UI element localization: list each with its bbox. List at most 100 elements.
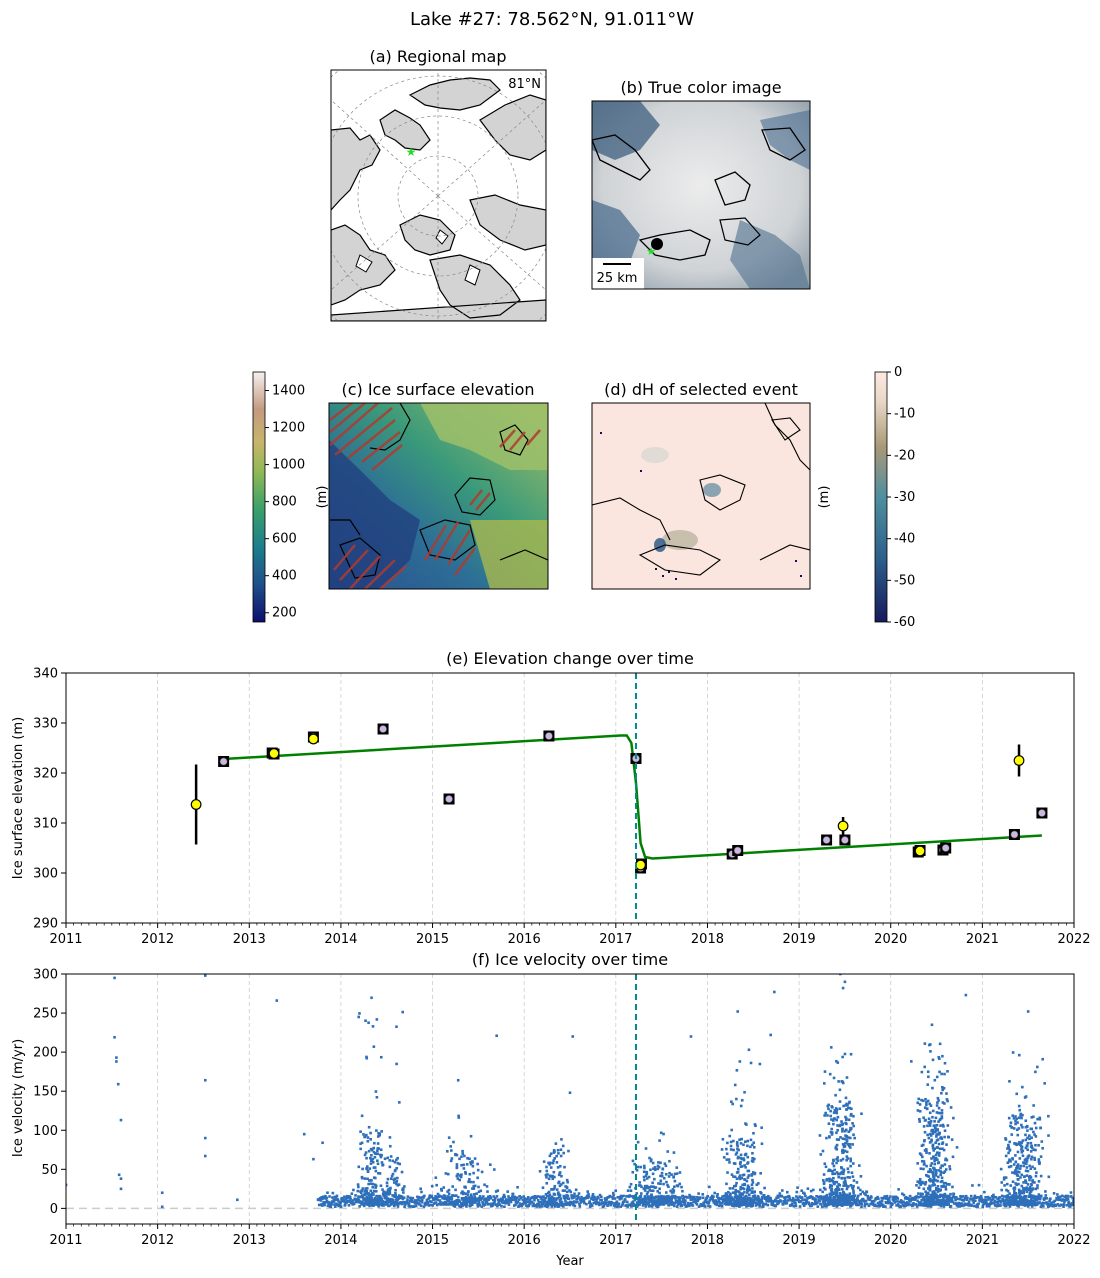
velocity-point [1013, 1170, 1017, 1174]
velocity-point [733, 1083, 737, 1087]
velocity-point [826, 1114, 829, 1117]
velocity-point [372, 1176, 376, 1179]
velocity-point [320, 1195, 324, 1199]
velocity-point [949, 1192, 952, 1196]
velocity-point [933, 1162, 937, 1166]
velocity-point [928, 1152, 931, 1155]
velocity-point [931, 1086, 934, 1090]
velocity-point [491, 1202, 494, 1206]
y-tick-label: 290 [33, 917, 58, 932]
y-tick-label: 330 [33, 717, 58, 732]
velocity-point [852, 1196, 856, 1200]
velocity-point [471, 1161, 474, 1164]
velocity-point [369, 1162, 373, 1165]
velocity-point [1020, 1146, 1024, 1149]
velocity-point [876, 1201, 880, 1205]
velocity-point [755, 1198, 759, 1202]
velocity-point [1043, 1201, 1047, 1205]
velocity-point [1058, 1204, 1061, 1207]
velocity-point [511, 1192, 515, 1196]
velocity-point [557, 1152, 560, 1155]
velocity-point [411, 1196, 415, 1200]
velocity-point [548, 1195, 551, 1198]
velocity-point [519, 1196, 523, 1200]
velocity-point [923, 1119, 927, 1122]
velocity-point [994, 1204, 997, 1207]
velocity-point [1016, 1150, 1020, 1154]
velocity-point [532, 1196, 536, 1200]
velocity-point [657, 1203, 660, 1206]
velocity-point [741, 1186, 744, 1190]
velocity-point [408, 1205, 411, 1208]
velocity-point [818, 1188, 822, 1192]
velocity-point [948, 1200, 952, 1203]
velocity-point [456, 1172, 460, 1176]
velocity-point [701, 1196, 705, 1200]
velocity-point [1012, 1117, 1016, 1120]
velocity-point [393, 1177, 397, 1181]
velocity-point [725, 1152, 729, 1156]
velocity-point [645, 1177, 649, 1180]
velocity-point [365, 1055, 368, 1059]
velocity-point [856, 1186, 860, 1190]
velocity-point [570, 1194, 573, 1197]
velocity-point [930, 1023, 934, 1027]
velocity-point [1022, 1198, 1025, 1202]
velocity-point [539, 1200, 543, 1204]
velocity-point [553, 1187, 556, 1190]
velocity-point [848, 1143, 852, 1146]
velocity-point [565, 1178, 569, 1182]
velocity-point [1019, 1195, 1023, 1198]
velocity-point [362, 1204, 366, 1208]
velocity-point [592, 1201, 596, 1205]
velocity-point [1022, 1181, 1025, 1184]
velocity-point [835, 1198, 839, 1202]
velocity-point [376, 1147, 380, 1150]
velocity-point [996, 1202, 1000, 1205]
velocity-point [644, 1174, 648, 1177]
velocity-point [452, 1200, 455, 1204]
velocity-point [383, 1200, 387, 1204]
velocity-point [945, 1198, 949, 1202]
velocity-point [1036, 1117, 1039, 1121]
velocity-point [922, 1198, 926, 1202]
velocity-point [374, 1186, 377, 1189]
velocity-point [829, 1199, 832, 1203]
velocity-point [1012, 1127, 1016, 1130]
y-tick-label: 150 [33, 1085, 58, 1100]
velocity-point [571, 1194, 575, 1198]
velocity-point [819, 1153, 823, 1156]
velocity-point [902, 1193, 906, 1197]
velocity-point [832, 1122, 835, 1126]
velocity-point [321, 1141, 324, 1145]
velocity-point [928, 1043, 931, 1047]
velocity-point [676, 1184, 680, 1188]
velocity-point [734, 1153, 738, 1156]
velocity-point [557, 1173, 561, 1177]
velocity-point [864, 1199, 868, 1203]
velocity-point [455, 1166, 459, 1170]
velocity-point [66, 1183, 68, 1187]
velocity-point [936, 1200, 939, 1203]
velocity-point [658, 1187, 661, 1191]
velocity-point [836, 1159, 840, 1162]
velocity-point [1019, 1164, 1023, 1168]
velocity-point [334, 1205, 337, 1208]
velocity-point [922, 1196, 926, 1200]
velocity-point [532, 1202, 535, 1205]
velocity-point [933, 1158, 937, 1161]
velocity-point [545, 1202, 548, 1205]
velocity-point [927, 1136, 931, 1140]
velocity-point [739, 1194, 743, 1198]
velocity-point [906, 1196, 910, 1200]
velocity-point [660, 1202, 664, 1206]
velocity-point [443, 1197, 447, 1200]
velocity-point [985, 1201, 988, 1204]
velocity-point [275, 999, 279, 1002]
velocity-point [938, 1042, 942, 1046]
velocity-point [999, 1167, 1003, 1171]
velocity-point [642, 1187, 646, 1190]
velocity-point [1008, 1148, 1012, 1152]
velocity-point [743, 1090, 746, 1094]
velocity-point [458, 1174, 462, 1177]
